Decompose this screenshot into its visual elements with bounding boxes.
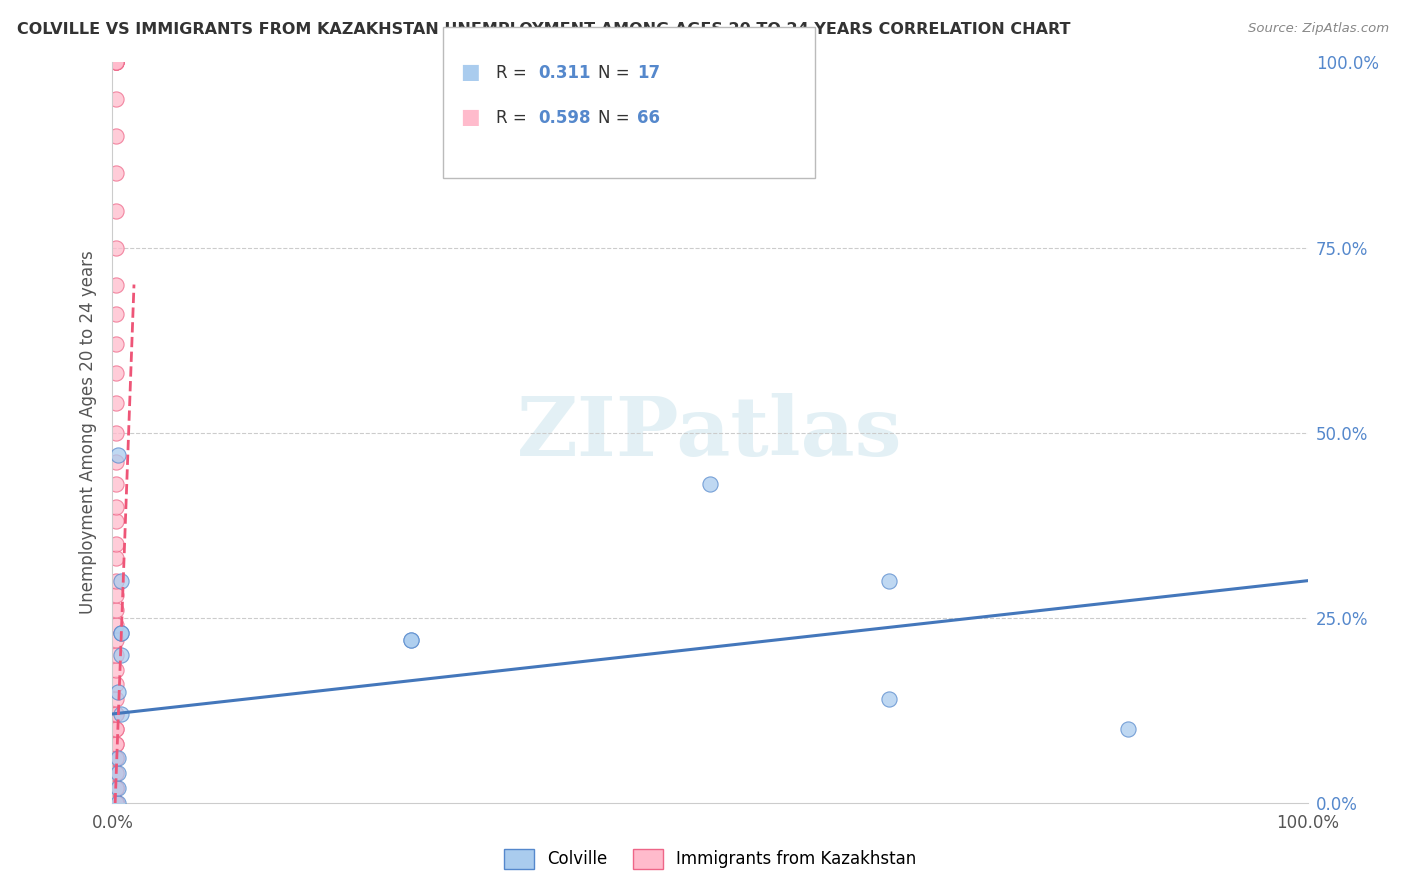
- Point: [107, 766, 129, 780]
- Point: [105, 780, 128, 795]
- Point: [105, 751, 128, 765]
- Text: R =: R =: [496, 64, 533, 82]
- Point: [105, 515, 128, 529]
- Point: [105, 796, 128, 810]
- Point: [105, 677, 128, 691]
- Point: [105, 692, 128, 706]
- Point: [105, 780, 128, 795]
- Text: N =: N =: [598, 64, 634, 82]
- Point: [107, 751, 129, 765]
- Point: [105, 55, 128, 70]
- Point: [105, 796, 128, 810]
- Text: Source: ZipAtlas.com: Source: ZipAtlas.com: [1249, 22, 1389, 36]
- Point: [699, 477, 721, 491]
- Point: [105, 477, 128, 491]
- Point: [105, 796, 128, 810]
- Text: 17: 17: [637, 64, 659, 82]
- Point: [105, 796, 128, 810]
- Text: 0.311: 0.311: [538, 64, 591, 82]
- Point: [105, 706, 128, 721]
- Text: R =: R =: [496, 109, 533, 127]
- Point: [105, 796, 128, 810]
- Point: [105, 722, 128, 736]
- Point: [105, 455, 128, 469]
- Point: [105, 796, 128, 810]
- Text: 66: 66: [637, 109, 659, 127]
- Point: [105, 203, 128, 218]
- Point: [105, 336, 128, 351]
- Point: [105, 55, 128, 70]
- Point: [105, 796, 128, 810]
- Text: COLVILLE VS IMMIGRANTS FROM KAZAKHSTAN UNEMPLOYMENT AMONG AGES 20 TO 24 YEARS CO: COLVILLE VS IMMIGRANTS FROM KAZAKHSTAN U…: [17, 22, 1070, 37]
- Point: [401, 632, 423, 647]
- Point: [105, 796, 128, 810]
- Point: [105, 425, 128, 440]
- Point: [401, 632, 423, 647]
- Point: [105, 796, 128, 810]
- Point: [110, 706, 132, 721]
- Point: [105, 55, 128, 70]
- Point: [105, 632, 128, 647]
- Point: [105, 92, 128, 106]
- Point: [105, 706, 128, 721]
- Text: ZIPatlas: ZIPatlas: [517, 392, 903, 473]
- Point: [110, 648, 132, 662]
- Point: [105, 796, 128, 810]
- Legend: Colville, Immigrants from Kazakhstan: Colville, Immigrants from Kazakhstan: [503, 849, 917, 869]
- Point: [105, 574, 128, 588]
- Point: [105, 367, 128, 381]
- Point: [879, 692, 901, 706]
- Point: [105, 618, 128, 632]
- Point: [105, 536, 128, 550]
- Point: [105, 500, 128, 514]
- Point: [105, 277, 128, 292]
- Text: ■: ■: [460, 62, 479, 82]
- Point: [105, 780, 128, 795]
- Point: [105, 307, 128, 321]
- Point: [107, 780, 129, 795]
- Point: [105, 737, 128, 751]
- Point: [105, 737, 128, 751]
- Point: [105, 766, 128, 780]
- Text: ■: ■: [460, 107, 479, 127]
- Point: [105, 796, 128, 810]
- Point: [105, 663, 128, 677]
- Text: 0.598: 0.598: [538, 109, 591, 127]
- Point: [107, 796, 129, 810]
- Point: [110, 625, 132, 640]
- Point: [105, 796, 128, 810]
- Point: [105, 796, 128, 810]
- Point: [105, 129, 128, 144]
- Point: [105, 796, 128, 810]
- Point: [105, 796, 128, 810]
- Point: [105, 240, 128, 255]
- Point: [105, 603, 128, 617]
- Y-axis label: Unemployment Among Ages 20 to 24 years: Unemployment Among Ages 20 to 24 years: [79, 251, 97, 615]
- Point: [105, 796, 128, 810]
- Point: [105, 55, 128, 70]
- Point: [105, 766, 128, 780]
- Point: [879, 574, 901, 588]
- Point: [1118, 722, 1140, 736]
- Point: [110, 625, 132, 640]
- Point: [105, 648, 128, 662]
- Point: [110, 574, 132, 588]
- Text: N =: N =: [598, 109, 634, 127]
- Point: [105, 55, 128, 70]
- Point: [105, 780, 128, 795]
- Point: [105, 589, 128, 603]
- Point: [105, 751, 128, 765]
- Point: [105, 551, 128, 566]
- Point: [105, 796, 128, 810]
- Point: [107, 448, 129, 462]
- Point: [105, 722, 128, 736]
- Point: [107, 685, 129, 699]
- Point: [105, 166, 128, 180]
- Point: [105, 396, 128, 410]
- Point: [105, 796, 128, 810]
- Point: [105, 796, 128, 810]
- Point: [105, 796, 128, 810]
- Point: [105, 751, 128, 765]
